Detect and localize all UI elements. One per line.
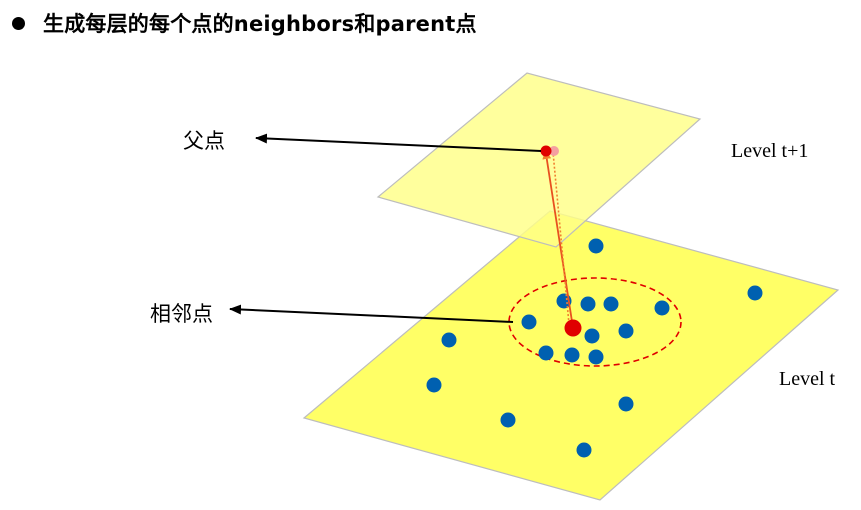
dotted-link-line bbox=[552, 151, 570, 325]
point bbox=[747, 285, 763, 301]
parent-ghost-point bbox=[549, 146, 559, 156]
point bbox=[580, 296, 596, 312]
parent-link-line bbox=[542, 150, 574, 329]
level-upper-label: Level t+1 bbox=[731, 140, 809, 162]
point bbox=[521, 314, 537, 330]
point bbox=[426, 377, 442, 393]
point bbox=[584, 328, 600, 344]
point bbox=[564, 347, 580, 363]
point bbox=[576, 442, 592, 458]
point bbox=[588, 238, 604, 254]
plane-level-t-plus-1 bbox=[376, 72, 702, 248]
level-lower-label: Level t bbox=[779, 368, 836, 390]
point bbox=[654, 300, 670, 316]
point bbox=[618, 396, 634, 412]
slide-heading: 生成每层的每个点的neighbors和parent点 bbox=[12, 8, 477, 38]
point bbox=[618, 323, 634, 339]
point bbox=[538, 345, 554, 361]
parent-label: 父点 bbox=[183, 129, 225, 153]
point bbox=[441, 332, 457, 348]
neighbors-label: 相邻点 bbox=[150, 302, 213, 326]
parent-point bbox=[540, 145, 552, 157]
bullet-icon bbox=[12, 16, 25, 30]
center-point bbox=[564, 319, 582, 337]
point bbox=[588, 349, 604, 365]
parent-label-arrow bbox=[255, 133, 542, 152]
point bbox=[603, 296, 619, 312]
neighborhood-circle bbox=[508, 277, 682, 367]
point bbox=[500, 412, 516, 428]
heading-text: 生成每层的每个点的neighbors和parent点 bbox=[43, 12, 477, 36]
neighbors-label-arrow bbox=[229, 304, 514, 323]
